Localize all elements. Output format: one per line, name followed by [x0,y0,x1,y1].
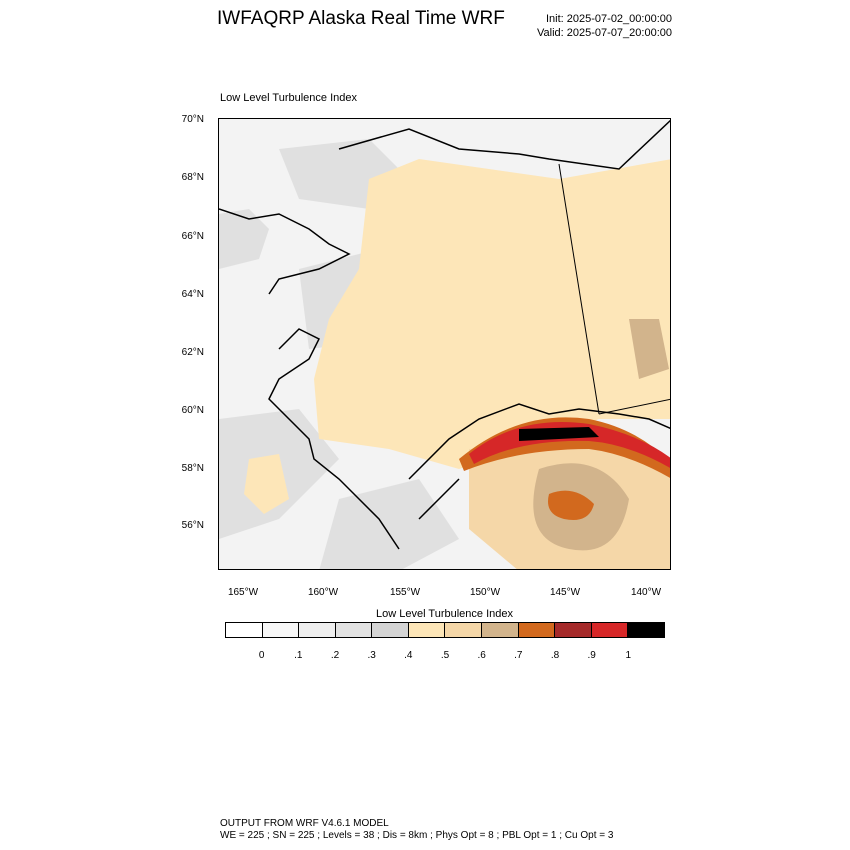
colorbar-swatch [262,623,300,637]
lat-label-64n: 64°N [181,289,204,300]
turbulence-08-core [548,490,594,520]
lon-label-165w: 165°W [227,587,259,598]
turbulence-07-patch [629,319,669,379]
colorbar-title: Low Level Turbulence Index [376,608,513,620]
colorbar-swatch [226,623,263,637]
colorbar-swatch [372,623,409,637]
footer-line-1: OUTPUT FROM WRF V4.6.1 MODEL [220,818,389,829]
coastline [219,119,670,550]
lon-label-150w: 150°W [469,587,501,598]
colorbar-tick-label: .8 [550,650,560,661]
plot-title: IWFAQRP Alaska Real Time WRF [217,8,505,29]
colorbar-tick-label: .9 [587,650,596,661]
colorbar-swatch [299,623,336,637]
lon-label-145w: 145°W [549,587,581,598]
colorbar-tick-label: .3 [367,650,376,661]
colorbar-swatch [555,623,592,637]
coastal-band-black [519,427,599,441]
lat-label-60n: 60°N [181,405,204,416]
turbulence-05-region [314,159,670,469]
colorbar-tick-label: .4 [404,650,413,661]
valid-time: Valid: 2025-07-07_20:00:00 [537,27,672,39]
colorbar-tick-label: 0 [258,650,265,661]
map-subtitle: Low Level Turbulence Index [220,92,357,104]
lon-label-140w: 140°W [630,587,662,598]
map-panel [218,118,671,570]
lon-label-155w: 155°W [389,587,421,598]
colorbar-tick-label: .7 [514,650,523,661]
lon-label-160w: 160°W [307,587,339,598]
turbulence-map [219,119,670,569]
colorbar-swatch [408,623,446,637]
colorbar-tick-label: .6 [477,650,486,661]
lat-label-68n: 68°N [181,172,204,183]
lat-label-66n: 66°N [181,231,204,242]
colorbar-tick-label: .5 [440,650,450,661]
colorbar-swatch [482,623,519,637]
colorbar-tick-label: 1 [625,650,632,661]
colorbar-swatch [628,623,664,637]
colorbar-swatch [518,623,556,637]
colorbar-swatch [445,623,483,637]
init-time: Init: 2025-07-02_00:00:00 [546,13,672,25]
colorbar-swatch [591,623,629,637]
colorbar-swatch [335,623,373,637]
lat-label-56n: 56°N [181,520,204,531]
country-borders [558,163,670,415]
colorbar-tick-label: .2 [330,650,340,661]
colorbar-tick-label: .1 [294,650,303,661]
turbulence-05-patch [244,454,289,514]
colorbar [225,622,665,638]
footer-line-2: WE = 225 ; SN = 225 ; Levels = 38 ; Dis … [220,830,614,841]
model-footer: OUTPUT FROM WRF V4.6.1 MODEL WE = 225 ; … [220,818,613,842]
lat-label-62n: 62°N [181,347,204,358]
forecast-times: Init: 2025-07-02_00:00:00 Valid: 2025-07… [537,12,672,40]
lat-label-58n: 58°N [181,463,204,474]
lat-label-70n: 70°N [181,114,204,125]
